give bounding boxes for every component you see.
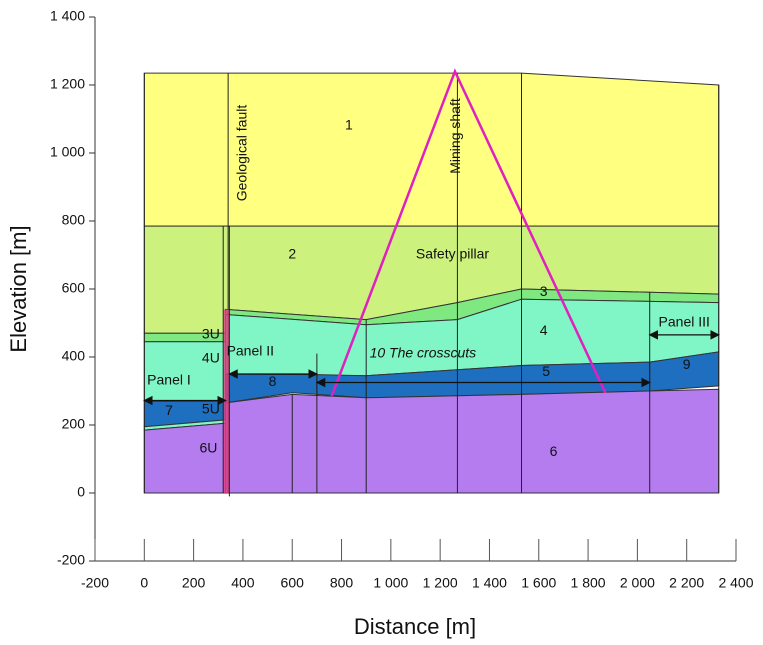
layer-label: 3U bbox=[202, 326, 220, 342]
x-tick-label: 400 bbox=[231, 575, 255, 591]
layer bbox=[144, 73, 718, 226]
layer-label: 5 bbox=[542, 363, 550, 379]
layer-label: 5U bbox=[202, 400, 220, 416]
x-tick-label: 1 800 bbox=[571, 575, 606, 591]
y-tick-label: 1 000 bbox=[50, 144, 85, 160]
layer bbox=[144, 423, 225, 493]
x-tick-label: 2 000 bbox=[620, 575, 655, 591]
x-tick-label: 1 200 bbox=[423, 575, 458, 591]
chart: Distance [m] Elevation [m] Geological fa… bbox=[0, 0, 763, 645]
y-tick-label: 200 bbox=[62, 416, 86, 432]
annotation: Safety pillar bbox=[416, 246, 489, 262]
layer-label: 4 bbox=[540, 322, 548, 338]
x-tick-label: 2 400 bbox=[718, 575, 753, 591]
layer-label: 6 bbox=[550, 443, 558, 459]
annotation: Panel I bbox=[147, 372, 191, 388]
y-tick-label: 1 400 bbox=[50, 8, 85, 24]
x-tick-label: 1 400 bbox=[472, 575, 507, 591]
layer-label: 6U bbox=[199, 440, 217, 456]
y-tick-label: 1 200 bbox=[50, 76, 85, 92]
x-tick-label: 800 bbox=[330, 575, 354, 591]
layer-label: 2 bbox=[288, 246, 296, 262]
x-tick-label: 1 600 bbox=[521, 575, 556, 591]
x-tick-label: 200 bbox=[182, 575, 206, 591]
layer-label: 1 bbox=[345, 117, 353, 133]
layer-label: 3 bbox=[540, 283, 548, 299]
x-tick-label: 0 bbox=[140, 575, 148, 591]
layer-label: 9 bbox=[683, 356, 691, 372]
layer-label: 4U bbox=[202, 349, 220, 365]
y-tick-label: -200 bbox=[57, 552, 85, 568]
annotation: Panel II bbox=[227, 343, 274, 359]
x-tick-label: 600 bbox=[281, 575, 305, 591]
x-tick-label: 1 000 bbox=[373, 575, 408, 591]
y-tick-label: 0 bbox=[77, 484, 85, 500]
y-tick-label: 400 bbox=[62, 348, 86, 364]
y-axis-title: Elevation [m] bbox=[6, 225, 31, 352]
x-axis-title: Distance [m] bbox=[354, 614, 476, 639]
fault-label: Geological fault bbox=[234, 105, 250, 202]
layer bbox=[226, 389, 719, 493]
annotation: 10 The crosscuts bbox=[370, 344, 477, 360]
layer-label: 8 bbox=[269, 373, 277, 389]
y-tick-label: 800 bbox=[62, 212, 86, 228]
x-tick-label: 2 200 bbox=[669, 575, 704, 591]
annotation: Panel III bbox=[659, 314, 710, 330]
x-tick-label: -200 bbox=[81, 575, 109, 591]
layer-label: 7 bbox=[165, 402, 173, 418]
y-tick-label: 600 bbox=[62, 280, 86, 296]
fault-zone bbox=[224, 309, 230, 493]
shaft-label: Mining shaft bbox=[447, 98, 463, 174]
